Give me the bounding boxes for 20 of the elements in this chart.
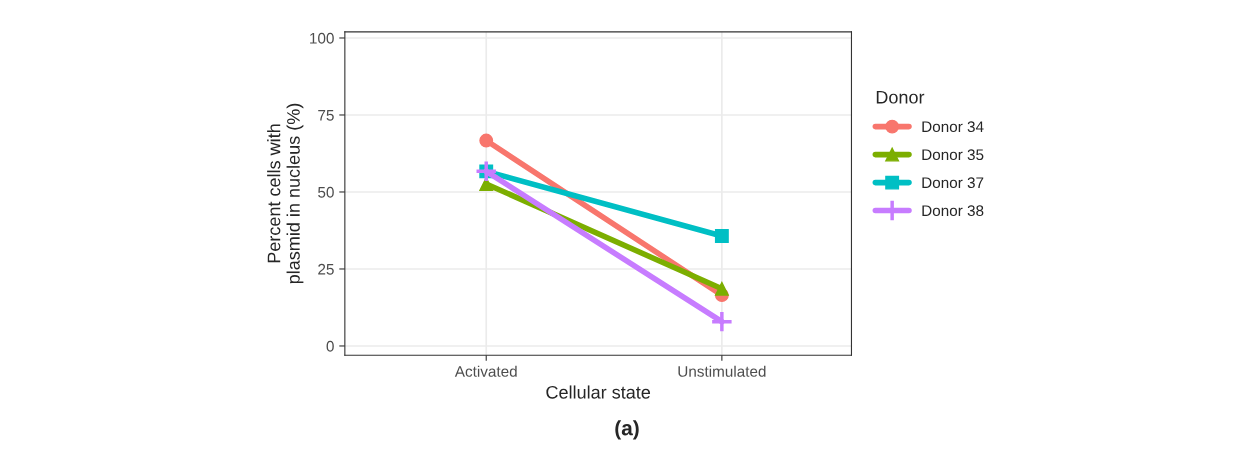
point [474, 159, 498, 183]
y-tick-label: 100 [310, 32, 334, 44]
y-tick-label: 75 [318, 110, 334, 121]
x-tick-label: Activated [454, 365, 517, 377]
x-axis-title: Cellular state [546, 385, 651, 399]
point [710, 310, 734, 334]
point [714, 281, 729, 296]
point [714, 229, 729, 243]
y-axis-title: Percent cells with plasmid in nucleus (%) [267, 103, 304, 284]
y-tick-label: 25 [318, 263, 334, 275]
y-tick-label: 0 [326, 340, 334, 352]
legend-label: Donor 37 [922, 177, 984, 189]
legend-label: Donor 38 [922, 205, 984, 217]
legend-label: Donor 34 [922, 121, 984, 133]
x-tick-label: Unstimulated [678, 365, 766, 377]
text: (a) [615, 420, 639, 440]
point [479, 133, 494, 148]
legend-label: Donor 35 [922, 149, 984, 161]
y-tick-label: 50 [318, 186, 334, 198]
legend-title: Donor [876, 90, 925, 104]
